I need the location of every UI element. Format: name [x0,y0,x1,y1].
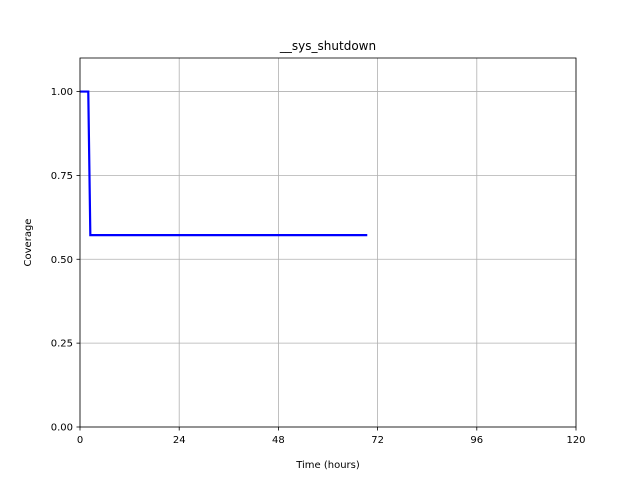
y-tick-label: 0.75 [51,171,73,182]
y-axis-ticks: 0.00 0.25 0.50 0.75 1.00 [51,87,80,434]
y-axis-label: Coverage [23,219,34,267]
chart-title: __sys_shutdown [279,39,376,53]
series-layer [80,90,368,237]
plot-frame [79,57,577,428]
x-tick-label: 48 [272,435,285,446]
x-axis-label: Time (hours) [295,460,360,471]
x-tick-label: 24 [173,435,186,446]
x-tick-label: 120 [566,435,585,446]
grid [79,58,577,428]
y-tick-label: 1.00 [51,87,73,98]
x-tick-label: 96 [470,435,483,446]
x-tick-label: 72 [371,435,384,446]
x-tick-label: 0 [77,435,83,446]
series-line [80,90,368,237]
y-tick-label: 0.50 [51,255,73,266]
y-tick-label: 0.00 [51,423,73,434]
y-tick-label: 0.25 [51,339,73,350]
x-axis-ticks: 0 24 48 72 96 120 [77,427,586,446]
